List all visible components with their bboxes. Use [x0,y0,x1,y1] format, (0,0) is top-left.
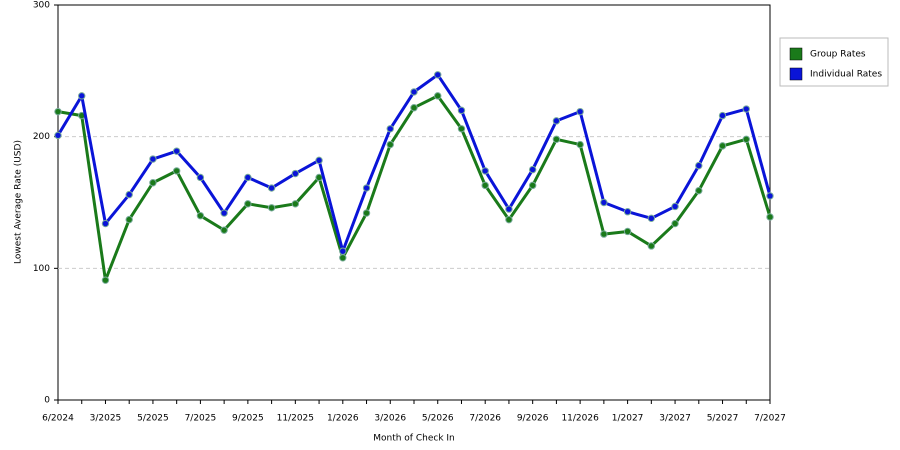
data-point [434,71,442,79]
data-point [552,135,561,144]
data-point [528,181,537,190]
legend-swatch [789,47,803,61]
plot-frame [57,4,771,401]
data-point [267,184,276,192]
data-point [54,131,62,140]
data-point [552,117,561,125]
data-point [576,140,584,149]
data-point [410,104,418,112]
data-point [339,254,347,262]
data-point [291,200,300,208]
x-tick-label: 7/2025 [185,414,217,424]
data-point [315,156,323,165]
data-point [149,155,157,163]
data-point [220,209,228,217]
series-line [57,94,772,282]
data-point [481,167,489,175]
data-point [196,173,205,182]
y-tick-label: 200 [33,132,50,142]
data-point [505,215,513,224]
x-tick-label: 9/2025 [232,414,264,424]
data-point [244,173,252,182]
data-point [505,205,513,213]
y-tick-label: 0 [44,396,50,406]
data-point [671,219,679,228]
data-point [101,276,110,284]
x-axis-title: Month of Check In [373,434,455,444]
x-tick-label: 5/2025 [137,414,169,424]
data-point [623,208,632,216]
data-point [766,192,774,200]
data-point [742,105,750,113]
x-tick-label: 11/2025 [277,414,314,424]
x-tick-label: 3/2027 [659,414,691,424]
x-tick-label: 5/2026 [422,414,454,424]
x-tick-label: 1/2027 [612,414,644,424]
data-point [695,186,703,195]
data-point [291,169,300,178]
data-point [125,190,133,199]
series-line [56,73,772,253]
y-tick-label: 300 [33,1,50,11]
x-tick-label: 3/2026 [374,414,406,424]
data-point [267,204,276,212]
data-point [386,140,394,149]
x-tick-label: 11/2026 [561,414,599,424]
legend-label: Group Rates [810,50,866,60]
y-axis-title: Lowest Average Rate (USD) [14,140,24,264]
x-tick-label: 9/2026 [517,414,549,424]
data-point [742,135,750,144]
data-point [647,214,656,223]
data-point [78,92,86,100]
data-point [600,198,608,207]
legend-label: Individual Rates [810,70,882,80]
data-point [457,125,466,133]
x-tick-label: 7/2027 [754,414,786,424]
data-point [339,247,347,255]
data-point [101,219,110,228]
data-point [220,226,228,234]
data-point [481,181,489,190]
data-point [54,107,62,116]
data-point [457,106,466,115]
data-point [766,213,774,221]
data-point [718,142,727,150]
data-point [600,230,608,238]
data-point [386,125,394,133]
data-point [315,173,323,182]
data-point [362,184,371,192]
data-point [623,227,632,236]
data-point [362,209,371,217]
x-tick-label: 6/2024 [42,414,74,424]
data-point [244,200,252,208]
x-tick-label: 1/2026 [327,414,359,424]
data-point [172,147,181,155]
data-point [647,242,656,250]
data-point [718,111,727,120]
data-point [410,88,418,96]
x-tick-label: 5/2027 [707,414,739,424]
x-tick-label: 3/2025 [90,414,122,424]
data-point [125,215,133,224]
data-point [434,92,442,100]
y-tick-label: 100 [33,264,50,274]
data-point [695,161,703,170]
x-tick-label: 7/2026 [469,414,501,424]
data-point [576,107,584,116]
data-point [149,179,157,187]
data-point [528,165,537,174]
legend-swatch [789,67,803,81]
data-point [671,202,679,211]
data-point [172,167,181,175]
data-point [196,211,205,220]
